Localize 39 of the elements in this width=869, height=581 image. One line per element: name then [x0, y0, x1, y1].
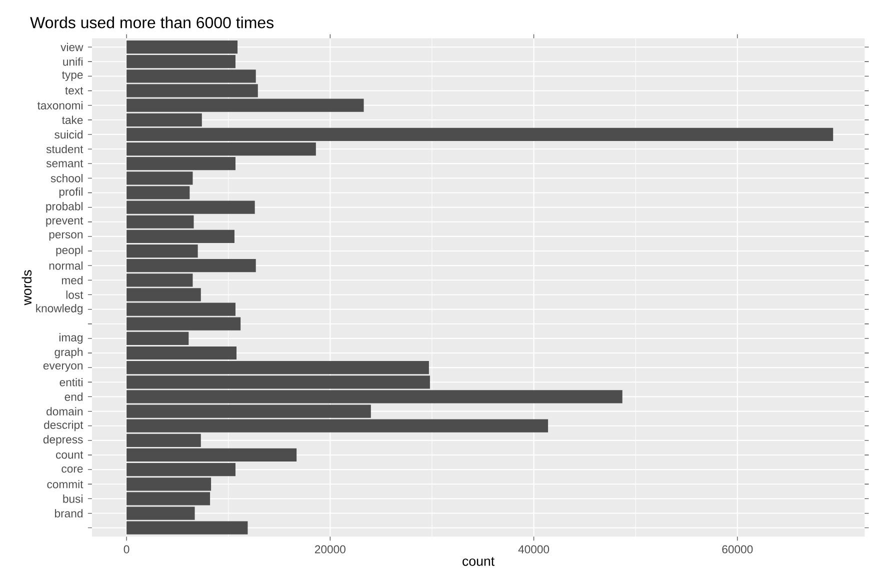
- x-tick-label: 0: [124, 546, 130, 554]
- y-tick-label: school: [50, 174, 82, 183]
- y-tick-label: entiti: [60, 378, 82, 387]
- y-tick-label: end: [64, 392, 83, 402]
- y-tick-label: lost: [66, 290, 84, 300]
- y-tick-label: depress: [43, 435, 83, 446]
- y-tick-label: commit: [47, 480, 84, 488]
- y-tick-label: knowledg: [36, 304, 82, 315]
- y-tick-label: view: [60, 43, 84, 52]
- y-tick-label: brand: [55, 509, 83, 518]
- y-tick-label: imag: [59, 333, 83, 344]
- y-tick-label: type: [62, 72, 83, 82]
- x-tick-label: 60000: [722, 546, 753, 554]
- y-axis-title: words: [22, 270, 32, 306]
- y-tick-label: core: [62, 466, 83, 473]
- y-tick-label: normal: [49, 262, 82, 270]
- x-tick-label: 40000: [518, 546, 550, 554]
- chart-title: Words used more than 6000 times: [30, 16, 274, 28]
- y-tick-label: suicid: [54, 130, 83, 139]
- y-tick-label: graph: [54, 348, 82, 358]
- y-tick-label: probabl: [46, 202, 82, 213]
- y-tick-label: descript: [44, 420, 84, 432]
- y-tick-label: unifi: [63, 58, 82, 66]
- y-tick-label: take: [62, 116, 83, 124]
- y-tick-label: student: [46, 145, 84, 154]
- y-tick-label: everyon: [43, 364, 82, 372]
- y-tick-label: semant: [46, 160, 84, 168]
- y-tick-label: busi: [63, 494, 82, 504]
- y-tick-label: text: [65, 87, 84, 95]
- y-tick-label: domain: [46, 407, 82, 416]
- y-tick-label: taxonomi: [37, 101, 82, 110]
- y-tick-label: med: [62, 276, 83, 285]
- y-tick-label: profil: [59, 188, 82, 198]
- y-tick-label: prevent: [46, 217, 84, 227]
- y-tick-label: person: [49, 232, 82, 241]
- x-tick-label: 20000: [314, 546, 346, 554]
- x-axis-title: count: [462, 557, 495, 566]
- y-tick-label: peopl: [56, 246, 82, 256]
- y-tick-label: count: [56, 452, 84, 459]
